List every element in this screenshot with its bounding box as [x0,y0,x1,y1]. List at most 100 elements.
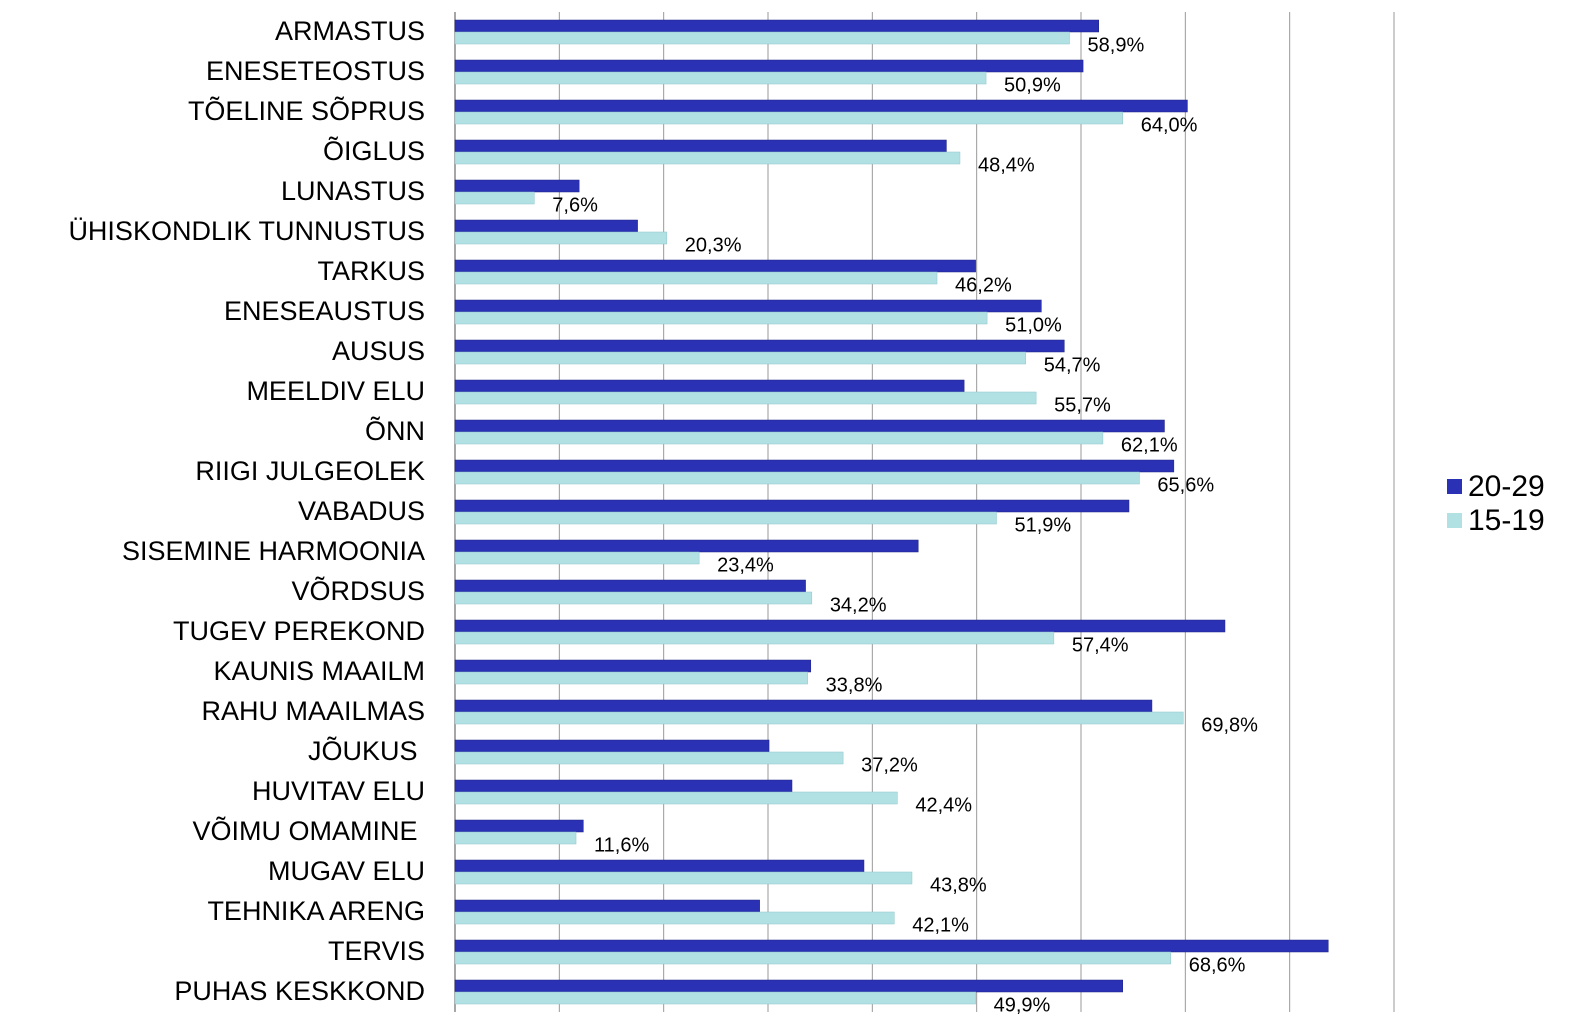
data-label: 20,3% [685,234,742,256]
bar [454,471,1140,485]
bar [454,19,1099,33]
bar [454,859,865,873]
data-label: 33,8% [826,674,883,696]
y-tick-label: ÕIGLUS [323,135,425,166]
legend-label: 15-19 [1468,504,1545,537]
bar [454,939,1329,953]
bar [454,991,976,1005]
bar [454,711,1184,725]
data-label: 50,9% [1004,74,1061,96]
bar [454,619,1226,633]
bar [454,739,770,753]
y-tick-label: LUNASTUS [281,176,425,206]
data-label: 7,6% [552,194,598,216]
bar [454,899,760,913]
y-tick-label: ENESETEOSTUS [206,56,425,86]
data-label: 43,8% [930,874,987,896]
bar [454,499,1130,513]
data-label: 58,9% [1088,34,1145,56]
bar [454,671,808,685]
y-tick-label: VÕRDSUS [291,575,425,606]
y-tick-label: VABADUS [298,496,425,526]
data-label: 37,2% [861,754,918,776]
bar [454,659,812,673]
bar [454,379,965,393]
bar [454,271,938,285]
bar [454,219,638,233]
legend-swatch [1447,479,1462,494]
bar [454,419,1165,433]
bar [454,231,668,245]
bar [454,299,1042,313]
data-label: 42,1% [912,914,969,936]
y-tick-label: JÕUKUS [308,735,425,766]
y-tick-label: TÕELINE SÕPRUS [188,95,425,126]
bar [454,59,1084,73]
bar [454,551,700,565]
bar [454,591,813,605]
data-label: 54,7% [1044,354,1101,376]
y-tick-label: TEHNIKA ARENG [207,896,425,926]
data-label: 69,8% [1201,714,1258,736]
bar [454,791,898,805]
bar [454,831,577,845]
bar [454,871,913,885]
bar [454,179,580,193]
data-label: 57,4% [1072,634,1129,656]
y-tick-label: ÜHISKONDLIK TUNNUSTUS [68,216,425,246]
bar [454,111,1123,125]
bar [454,459,1175,473]
data-label: 46,2% [955,274,1012,296]
y-tick-label: HUVITAV ELU [252,776,425,806]
y-tick-label: TERVIS [328,936,425,966]
bar [454,431,1104,445]
data-label: 68,6% [1189,954,1246,976]
y-tick-label: TARKUS [317,256,425,286]
y-tick-label: KAUNIS MAAILM [213,656,425,686]
data-label: 49,9% [994,994,1051,1016]
y-tick-label: MUGAV ELU [268,856,425,886]
bar [454,511,997,525]
y-tick-label: RIIGI JULGEOLEK [195,456,425,486]
data-label: 62,1% [1121,434,1178,456]
bar [454,339,1065,353]
data-label: 34,2% [830,594,887,616]
bar [454,579,806,593]
y-tick-label: AUSUS [332,336,425,366]
bar [454,391,1037,405]
y-tick-label: ARMASTUS [275,16,425,46]
bar [454,259,976,273]
bar [454,779,793,793]
bar [454,351,1026,365]
bar [454,99,1188,113]
bar [454,819,584,833]
y-tick-label: RAHU MAAILMAS [201,696,425,726]
bar [454,311,988,325]
bar [454,539,919,553]
bar [454,151,961,165]
legend-label: 20-29 [1468,470,1545,503]
data-label: 65,6% [1157,474,1214,496]
bar [454,31,1070,45]
bar [454,911,895,925]
y-tick-label: ENESEAUSTUS [224,296,425,326]
data-label: 64,0% [1141,114,1198,136]
bar [454,631,1055,645]
y-tick-label: TUGEV PEREKOND [173,616,425,646]
bar [454,191,535,205]
y-tick-label: MEELDIV ELU [246,376,425,406]
bar [454,951,1171,965]
y-tick-label: SISEMINE HARMOONIA [122,536,425,566]
y-tick-label: ÕNN [365,415,425,446]
data-label: 23,4% [717,554,774,576]
data-label: 42,4% [915,794,972,816]
bar [454,979,1123,993]
y-tick-label: PUHAS KESKKOND [174,976,425,1006]
bar [454,751,844,765]
bar [454,699,1153,713]
legend-swatch [1447,513,1462,528]
data-label: 48,4% [978,154,1035,176]
data-label: 51,9% [1014,514,1071,536]
data-label: 51,0% [1005,314,1062,336]
